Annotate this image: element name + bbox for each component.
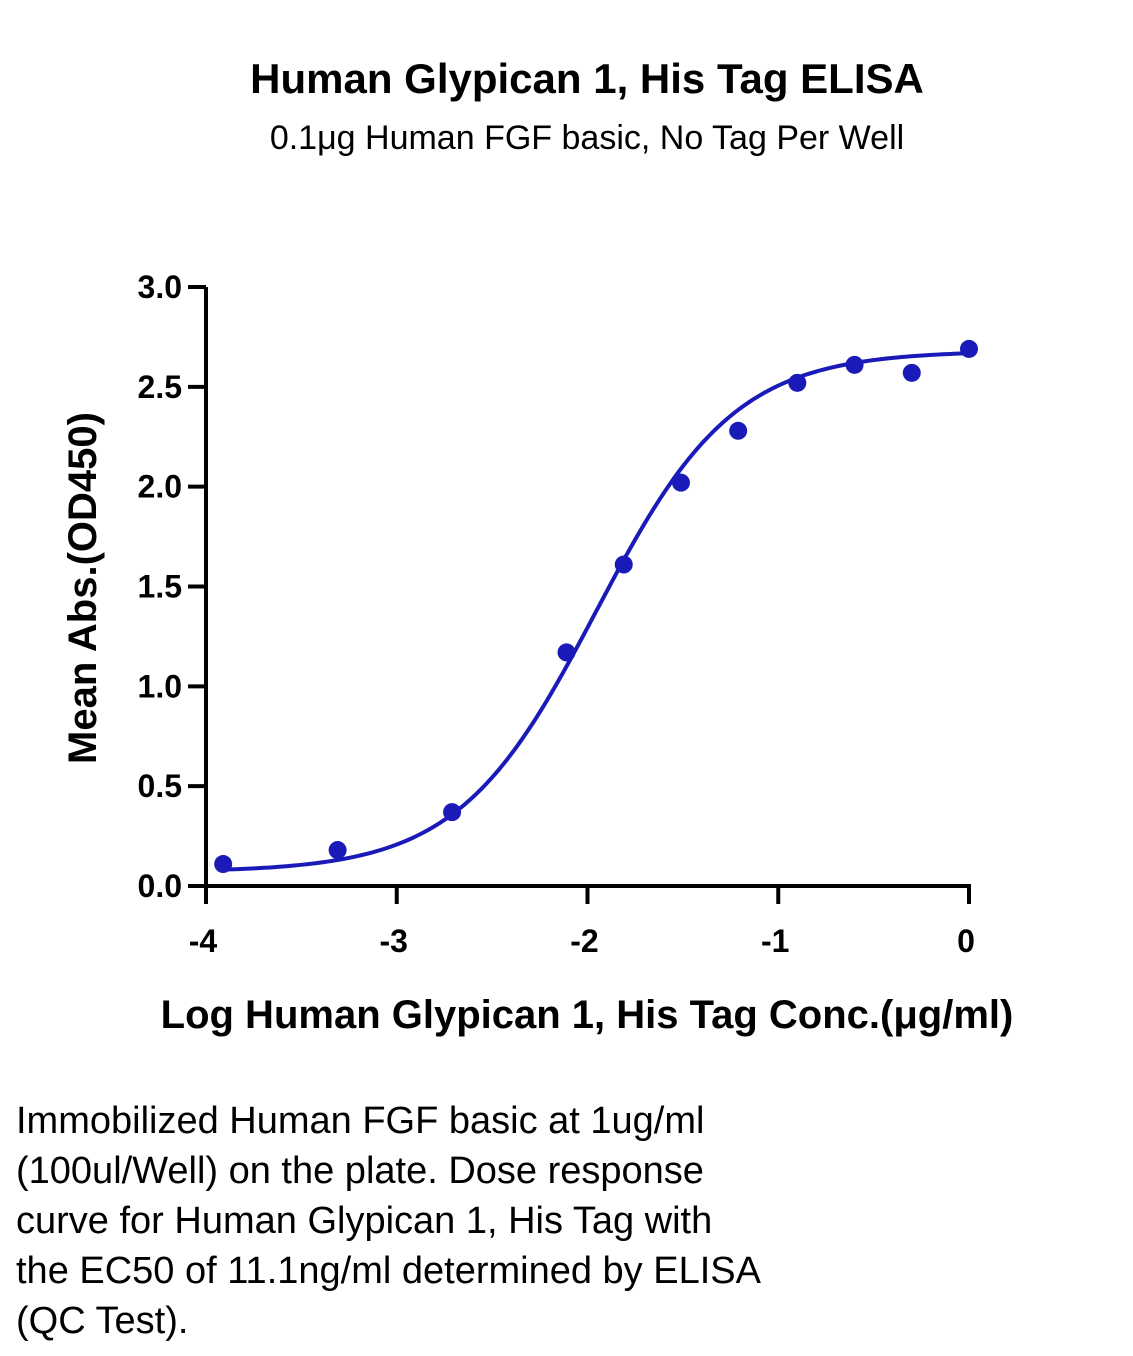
y-axis-label: Mean Abs.(OD450) (61, 412, 105, 764)
y-tick-label: 0.5 (138, 768, 182, 804)
data-point (788, 373, 807, 392)
y-tick-label: 2.0 (138, 469, 182, 505)
y-ticks: 0.0 0.5 1.0 1.5 2.0 2.5 3.0 (138, 269, 206, 904)
y-tick-label: 0.0 (138, 868, 182, 904)
x-axis-label: Log Human Glypican 1, His Tag Conc.(μg/m… (161, 993, 1014, 1037)
data-point (443, 803, 462, 822)
caption-line: Immobilized Human FGF basic at 1ug/ml (16, 1100, 705, 1142)
data-point (845, 355, 864, 374)
data-point (960, 339, 978, 358)
elisa-chart: Human Glypican 1, His Tag ELISA 0.1μg Hu… (61, 55, 1014, 1037)
axes (204, 287, 971, 888)
data-point (214, 855, 233, 874)
x-tick-label: -4 (189, 923, 218, 959)
data-point (729, 421, 748, 440)
x-tick-label: -1 (761, 923, 789, 959)
caption-line: (QC Test). (16, 1300, 189, 1342)
data-point (671, 473, 690, 492)
caption: Immobilized Human FGF basic at 1ug/ml (1… (16, 1096, 926, 1346)
x-ticks: -4 -3 -2 -1 0 (189, 886, 975, 959)
x-tick-label: 0 (957, 923, 975, 959)
y-tick-label: 1.5 (138, 569, 182, 605)
caption-line: the EC50 of 11.1ng/ml determined by ELIS… (16, 1250, 761, 1292)
x-tick-label: -2 (570, 923, 598, 959)
y-tick-label: 2.5 (138, 369, 182, 405)
chart-subtitle: 0.1μg Human FGF basic, No Tag Per Well (270, 119, 904, 157)
data-point (557, 643, 576, 662)
data-point (328, 841, 347, 860)
data-point (902, 363, 921, 382)
fit-curve (223, 351, 970, 872)
y-tick-label: 1.0 (138, 668, 182, 704)
caption-line: curve for Human Glypican 1, His Tag with (16, 1200, 713, 1242)
x-tick-label: -3 (380, 923, 408, 959)
data-points (214, 339, 978, 874)
chart-title: Human Glypican 1, His Tag ELISA (250, 55, 924, 102)
y-tick-label: 3.0 (138, 269, 182, 305)
caption-line: (100ul/Well) on the plate. Dose response (16, 1150, 704, 1192)
data-point (614, 555, 633, 574)
